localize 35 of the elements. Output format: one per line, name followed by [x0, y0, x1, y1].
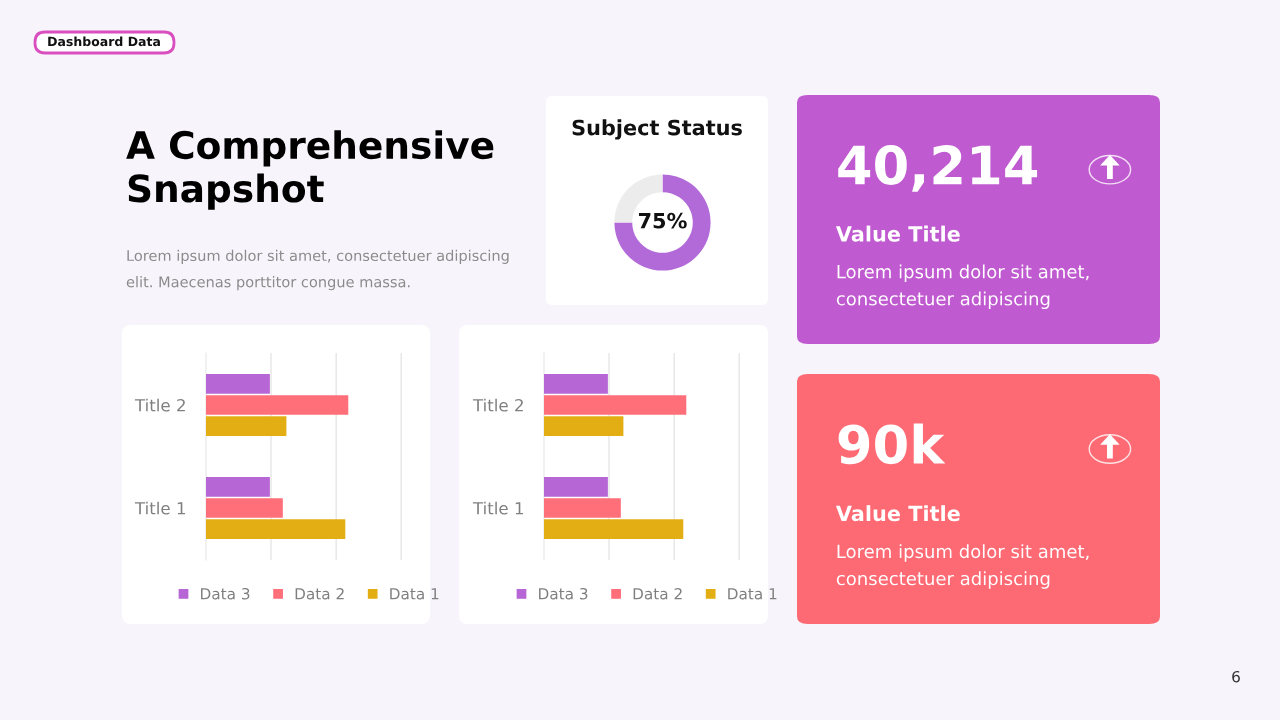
bar	[544, 416, 624, 436]
bar	[206, 416, 287, 436]
text: Dashboard Data	[48, 36, 160, 47]
bar	[544, 374, 608, 394]
text: 40,214	[838, 145, 1038, 192]
text: Value Title	[835, 225, 960, 242]
text: Lorem ipsum dolor sit amet, consectetuer adipiscing	[836, 264, 1089, 310]
bar	[206, 395, 349, 415]
y-tick-label: Title 2	[472, 398, 523, 412]
legend-label: Data 3	[539, 587, 588, 600]
bar	[206, 498, 283, 518]
text: 6	[1232, 670, 1240, 683]
donut-slice	[614, 174, 711, 271]
chart-title: Subject Status	[572, 119, 742, 140]
bar	[544, 498, 621, 518]
bar	[544, 477, 608, 497]
legend-label: Data 3	[201, 587, 250, 600]
bar	[206, 519, 346, 539]
bar	[544, 519, 684, 539]
bar	[544, 395, 687, 415]
text: Lorem ipsum dolor sit amet, consectetuer adipiscing	[836, 544, 1089, 589]
y-tick-label: Title 1	[134, 501, 186, 515]
legend-label: Data 2	[295, 587, 344, 600]
data-label: 75%	[638, 212, 687, 229]
text: 90k	[838, 423, 946, 465]
legend-label: Data 1	[390, 588, 439, 600]
bar	[206, 477, 270, 497]
text: Value Title	[835, 505, 960, 522]
bar	[206, 374, 270, 394]
text: A Comprehensive Snapshot	[126, 130, 494, 210]
y-tick-label: Title 2	[134, 398, 185, 412]
legend-label: Data 1	[728, 588, 777, 600]
text: Lorem ipsum dolor sit amet, consectetuer adipiscing elit. Maecenas porttitor congue massa.	[126, 249, 509, 291]
legend-label: Data 2	[633, 587, 682, 600]
y-tick-label: Title 1	[472, 501, 524, 515]
